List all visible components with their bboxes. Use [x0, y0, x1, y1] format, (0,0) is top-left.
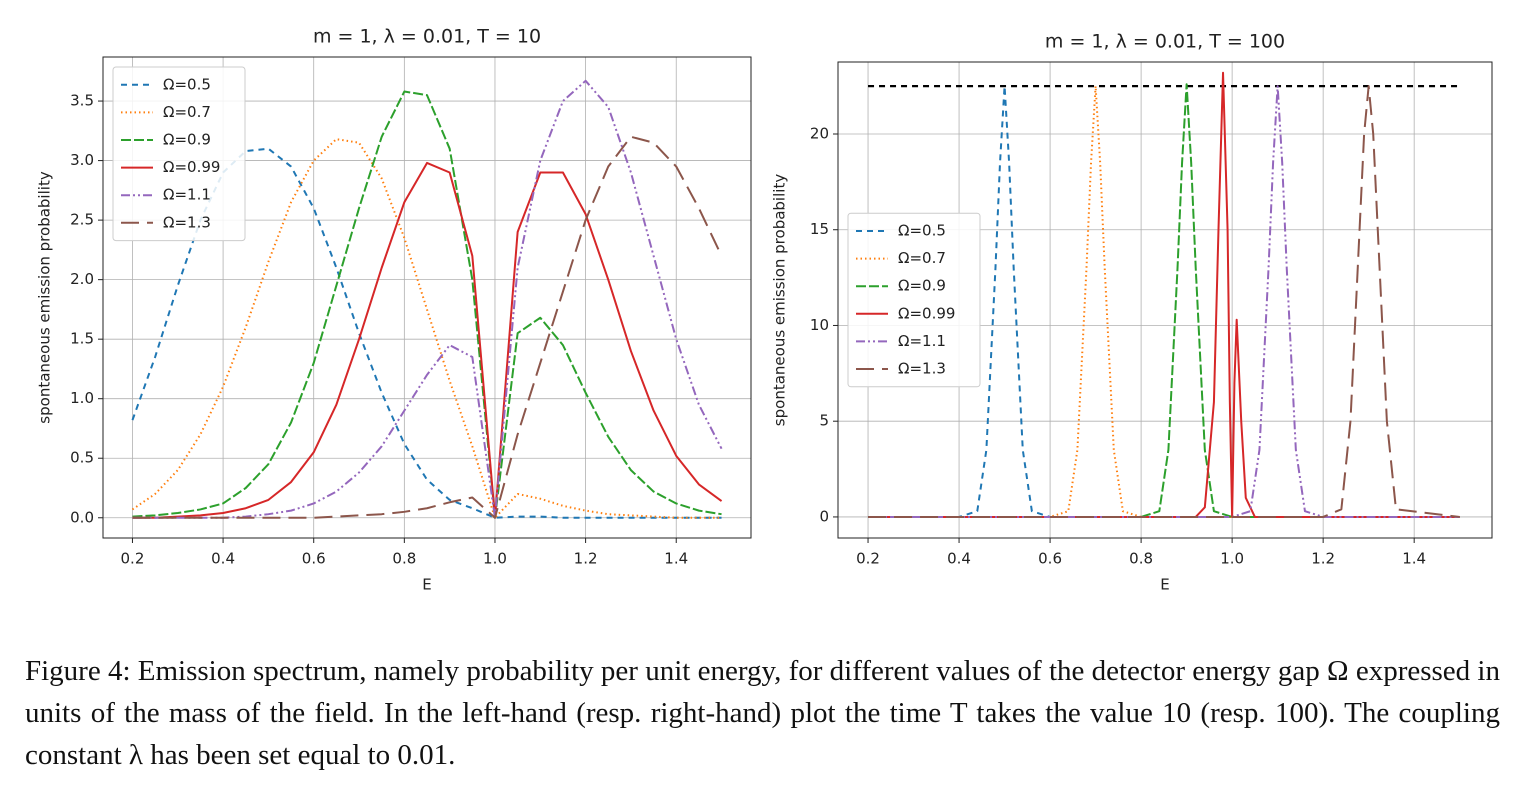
legend-box — [112, 66, 246, 242]
figure-caption: Figure 4: Emission spectrum, namely prob… — [25, 655, 1500, 771]
y-tick-label: 2.0 — [70, 270, 94, 288]
x-tick-label: 1.2 — [1311, 550, 1335, 568]
y-axis-label: spontaneous emission probability — [771, 174, 789, 427]
series-line — [868, 85, 1460, 518]
y-tick-label: 2.5 — [70, 211, 94, 229]
y-tick-label: 0.5 — [70, 449, 94, 467]
x-axis-label: E — [422, 576, 431, 594]
x-axis-label: E — [1160, 576, 1169, 594]
x-tick-label: 1.0 — [483, 550, 507, 568]
legend-label: Ω=0.5 — [898, 222, 946, 240]
legend-label: Ω=1.1 — [163, 186, 211, 204]
axes-frame — [102, 56, 752, 539]
series-line — [868, 85, 1460, 518]
y-tick-label: 1.5 — [70, 330, 94, 348]
y-tick-label: 10 — [810, 316, 829, 334]
legend-label: Ω=1.3 — [163, 213, 211, 231]
series-line — [132, 161, 723, 519]
y-tick-label: 15 — [810, 220, 829, 238]
y-tick-label: 0 — [819, 507, 829, 525]
series-line — [868, 83, 1460, 518]
chart-title: m = 1, λ = 0.01, T = 100 — [1045, 31, 1285, 53]
y-tick-label: 3.0 — [70, 151, 94, 169]
x-tick-label: 1.2 — [574, 550, 598, 568]
y-tick-label: 5 — [819, 412, 829, 430]
x-tick-label: 0.2 — [856, 550, 880, 568]
x-tick-label: 0.2 — [121, 550, 145, 568]
y-tick-label: 0.0 — [70, 508, 94, 526]
series-line — [132, 135, 723, 519]
x-tick-label: 0.8 — [392, 550, 416, 568]
y-tick-label: 1.0 — [70, 389, 94, 407]
x-tick-label: 0.6 — [1038, 550, 1062, 568]
y-axis-label: spontaneous emission probability — [36, 171, 54, 424]
x-tick-label: 1.4 — [664, 550, 688, 568]
legend: Ω=0.5 Ω=0.7 Ω=0.9 Ω=0.99 Ω=1.1 Ω=1.3 — [847, 212, 981, 388]
axes-frame — [837, 61, 1493, 539]
legend-label: Ω=1.1 — [898, 332, 946, 350]
legend-label: Ω=0.7 — [163, 103, 211, 121]
series-line — [132, 90, 722, 519]
x-tick-label: 1.4 — [1402, 550, 1426, 568]
series-line — [132, 79, 723, 519]
legend-label: Ω=0.99 — [163, 158, 220, 176]
series-line — [868, 85, 1460, 518]
x-tick-label: 0.4 — [947, 550, 971, 568]
series-line — [131, 147, 722, 519]
x-tick-label: 0.8 — [1129, 550, 1153, 568]
legend-label: Ω=0.9 — [163, 131, 211, 149]
legend-label: Ω=1.3 — [898, 360, 946, 378]
legend-box — [847, 212, 981, 388]
series-line — [868, 85, 1460, 518]
figure: 0.2 0.4 0.6 0.8 1.0 1.2 1.4 0.0 0.5 1.0 1.5 2.0 2.5 3… — [36, 26, 1493, 594]
legend-label: Ω=0.7 — [898, 249, 946, 267]
x-tick-label: 0.4 — [211, 550, 235, 568]
legend: Ω=0.5 Ω=0.7 Ω=0.9 Ω=0.99 Ω=1.1 Ω=1.3 — [112, 66, 246, 242]
legend-label: Ω=0.9 — [898, 277, 946, 295]
x-tick-label: 0.6 — [302, 550, 326, 568]
x-tick-label: 1.0 — [1220, 550, 1244, 568]
legend-label: Ω=0.99 — [898, 304, 955, 322]
legend-label: Ω=0.5 — [163, 75, 211, 93]
y-tick-label: 20 — [810, 124, 829, 142]
y-tick-label: 3.5 — [70, 92, 94, 110]
chart-title: m = 1, λ = 0.01, T = 10 — [313, 26, 541, 48]
series-line — [131, 138, 722, 519]
series-line — [868, 71, 1460, 518]
